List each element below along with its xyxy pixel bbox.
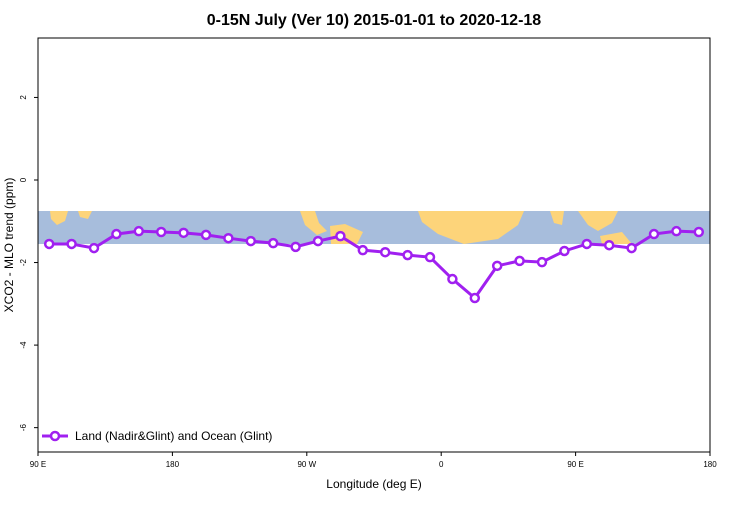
- point: [514, 255, 525, 267]
- point: [693, 226, 705, 238]
- point: [267, 237, 279, 249]
- chart-title: 0-15N July (Ver 10) 2015-01-01 to 2020-1…: [207, 12, 542, 29]
- point: [133, 225, 145, 237]
- plot-frame: [37, 37, 711, 453]
- map-band: [38, 211, 710, 244]
- point: [402, 249, 413, 261]
- point: [626, 242, 637, 254]
- y-tick-label: 0: [19, 177, 28, 182]
- y-tick-label: -4: [19, 341, 28, 349]
- point: [111, 228, 122, 240]
- x-axis-label: Longitude (deg E): [326, 477, 421, 491]
- point: [335, 230, 346, 242]
- x-tick-label: 90 W: [297, 460, 316, 469]
- point: [581, 238, 593, 250]
- legend-marker: [49, 430, 61, 442]
- y-tick-label: -2: [19, 258, 28, 266]
- point: [447, 273, 458, 285]
- point: [559, 245, 570, 257]
- point: [155, 226, 167, 238]
- x-tick-label: 0: [439, 460, 444, 469]
- y-tick-label: -6: [19, 424, 28, 432]
- point: [379, 246, 391, 258]
- legend-label: Land (Nadir&Glint) and Ocean (Glint): [75, 429, 272, 443]
- x-tick-label: 180: [703, 460, 717, 469]
- point: [357, 244, 369, 256]
- point: [671, 225, 682, 237]
- y-tick-label: 2: [19, 95, 28, 100]
- point: [178, 227, 189, 239]
- point: [312, 235, 324, 247]
- point: [603, 239, 615, 251]
- y-axis-label: XCO2 - MLO trend (ppm): [2, 178, 16, 313]
- point: [469, 292, 481, 304]
- x-tick-label: 90 E: [567, 460, 583, 469]
- point: [43, 238, 55, 250]
- point: [536, 256, 548, 268]
- x-tick-label: 90 E: [30, 460, 46, 469]
- point: [491, 260, 503, 272]
- point: [245, 235, 257, 247]
- point: [66, 238, 77, 250]
- point: [88, 242, 100, 254]
- point: [290, 241, 301, 253]
- point: [648, 228, 660, 240]
- point: [200, 229, 212, 241]
- point: [424, 251, 436, 263]
- point: [223, 232, 234, 244]
- x-tick-label: 180: [166, 460, 180, 469]
